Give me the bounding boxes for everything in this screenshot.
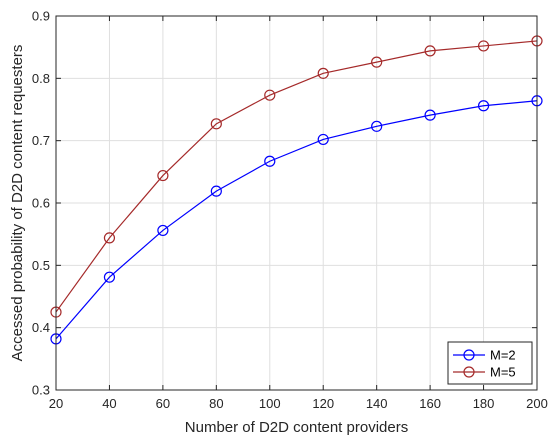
data-point-m-5 (157, 169, 169, 182)
data-point-m-2 (103, 271, 116, 283)
data-point-m-2 (157, 224, 169, 237)
x-tick-label: 120 (312, 396, 334, 411)
legend-marker-m-5 (463, 366, 475, 378)
series-line-m-5 (55, 40, 538, 313)
data-point-m-2 (264, 155, 276, 167)
x-tick-label: 200 (526, 396, 548, 411)
x-tick-label: 160 (419, 396, 441, 411)
y-tick-label: 0.8 (32, 71, 50, 86)
x-tick-label: 80 (209, 396, 223, 411)
data-point-m-2 (371, 120, 383, 132)
y-axis: 0.3 0.4 0.5 0.6 0.7 0.8 0.9 (32, 9, 537, 398)
x-tick-label: 180 (473, 396, 495, 411)
data-point-m-2 (210, 185, 222, 197)
y-tick-label: 0.3 (32, 383, 50, 398)
data-point-m-5 (317, 67, 329, 79)
data-point-m-5 (210, 118, 222, 130)
y-tick-label: 0.4 (32, 320, 50, 335)
y-tick-label: 0.6 (32, 196, 50, 211)
legend-label-m-2: M=2 (490, 348, 516, 363)
data-point-m-2 (317, 133, 329, 146)
x-tick-label: 20 (49, 396, 63, 411)
x-tick-label: 60 (156, 396, 170, 411)
x-axis-label: Number of D2D content providers (185, 419, 408, 436)
data-point-m-2 (477, 100, 490, 112)
x-tick-label: 40 (102, 396, 116, 411)
series-layer (50, 35, 543, 345)
grid-lines (56, 16, 537, 390)
legend-label-m-5: M=5 (490, 365, 516, 380)
legend-marker-m-2 (463, 349, 475, 361)
legend: M=2M=5 (447, 341, 533, 385)
data-point-m-2 (424, 109, 436, 121)
data-point-m-5 (477, 40, 490, 52)
y-axis-label: Accessed probability of D2D content requ… (9, 45, 26, 362)
y-tick-label: 0.5 (32, 258, 50, 273)
data-point-m-5 (371, 56, 383, 68)
y-tick-label: 0.7 (32, 133, 50, 148)
data-point-m-5 (264, 89, 276, 101)
data-point-m-5 (103, 232, 116, 244)
data-point-m-5 (424, 45, 436, 57)
y-tick-label: 0.9 (32, 9, 50, 24)
legend-box (447, 341, 533, 385)
x-axis: 20 40 60 80 100 120 140 160 180 200 (49, 16, 548, 411)
x-tick-label: 140 (366, 396, 388, 411)
x-tick-label: 100 (259, 396, 281, 411)
series-line-m-2 (55, 100, 538, 340)
